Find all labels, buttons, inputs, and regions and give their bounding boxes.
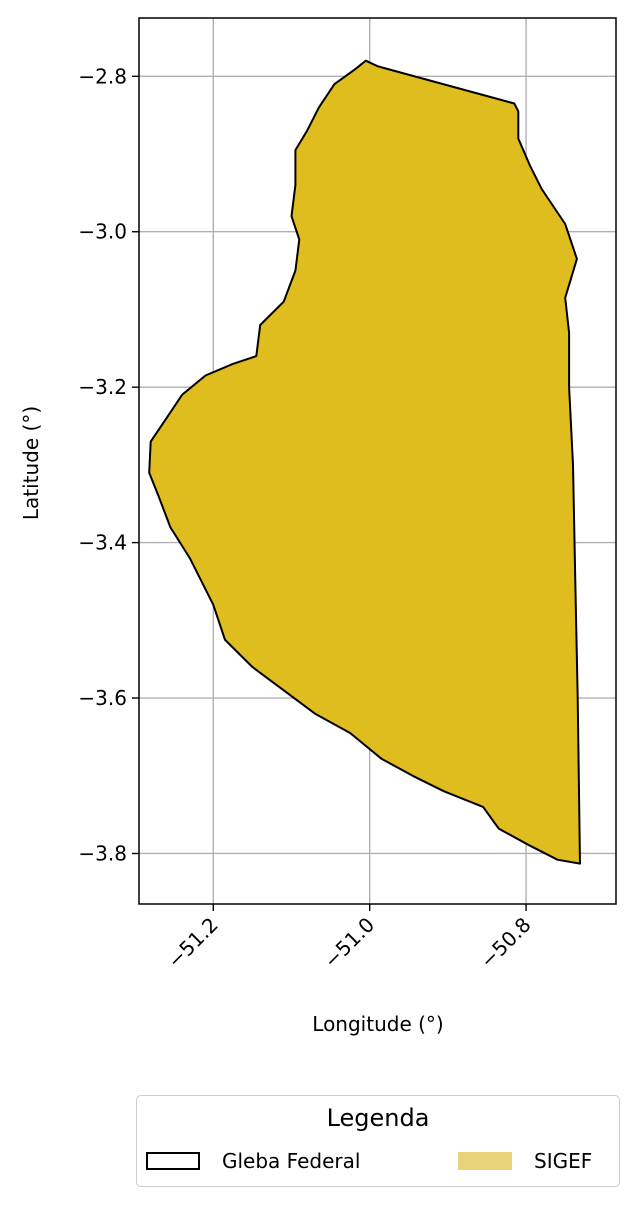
y-tick-label: −3.4 <box>78 531 127 555</box>
legend-entry-sigef: SIGEF <box>458 1148 592 1174</box>
gleba-federal-fill <box>149 60 580 864</box>
y-axis-label: Latitude (°) <box>19 406 43 520</box>
y-tick-label: −3.6 <box>78 686 127 710</box>
map-figure: Longitude (°) Latitude (°) −51.2 −51.0 −50… <box>19 17 617 1036</box>
legend-label-sigef: SIGEF <box>534 1149 593 1173</box>
legend-entry-gleba-federal: Gleba Federal <box>146 1148 360 1174</box>
gleba-federal-outline <box>148 59 581 865</box>
legend: Legenda Gleba Federal SIGEF <box>136 1095 620 1187</box>
y-tick-label: −3.2 <box>78 375 127 399</box>
sigef-swatch <box>458 1152 512 1170</box>
y-tick-label: −2.8 <box>78 64 127 88</box>
gleba-federal-swatch <box>146 1152 200 1170</box>
legend-label-gleba-federal: Gleba Federal <box>222 1149 361 1173</box>
y-tick-label: −3.8 <box>78 841 127 865</box>
gleba-federal-area <box>148 59 581 865</box>
x-axis-label: Longitude (°) <box>312 1012 443 1036</box>
legend-title: Legenda <box>326 1104 430 1132</box>
plot-frame <box>138 17 617 905</box>
y-tick-label: −3.0 <box>78 220 127 244</box>
